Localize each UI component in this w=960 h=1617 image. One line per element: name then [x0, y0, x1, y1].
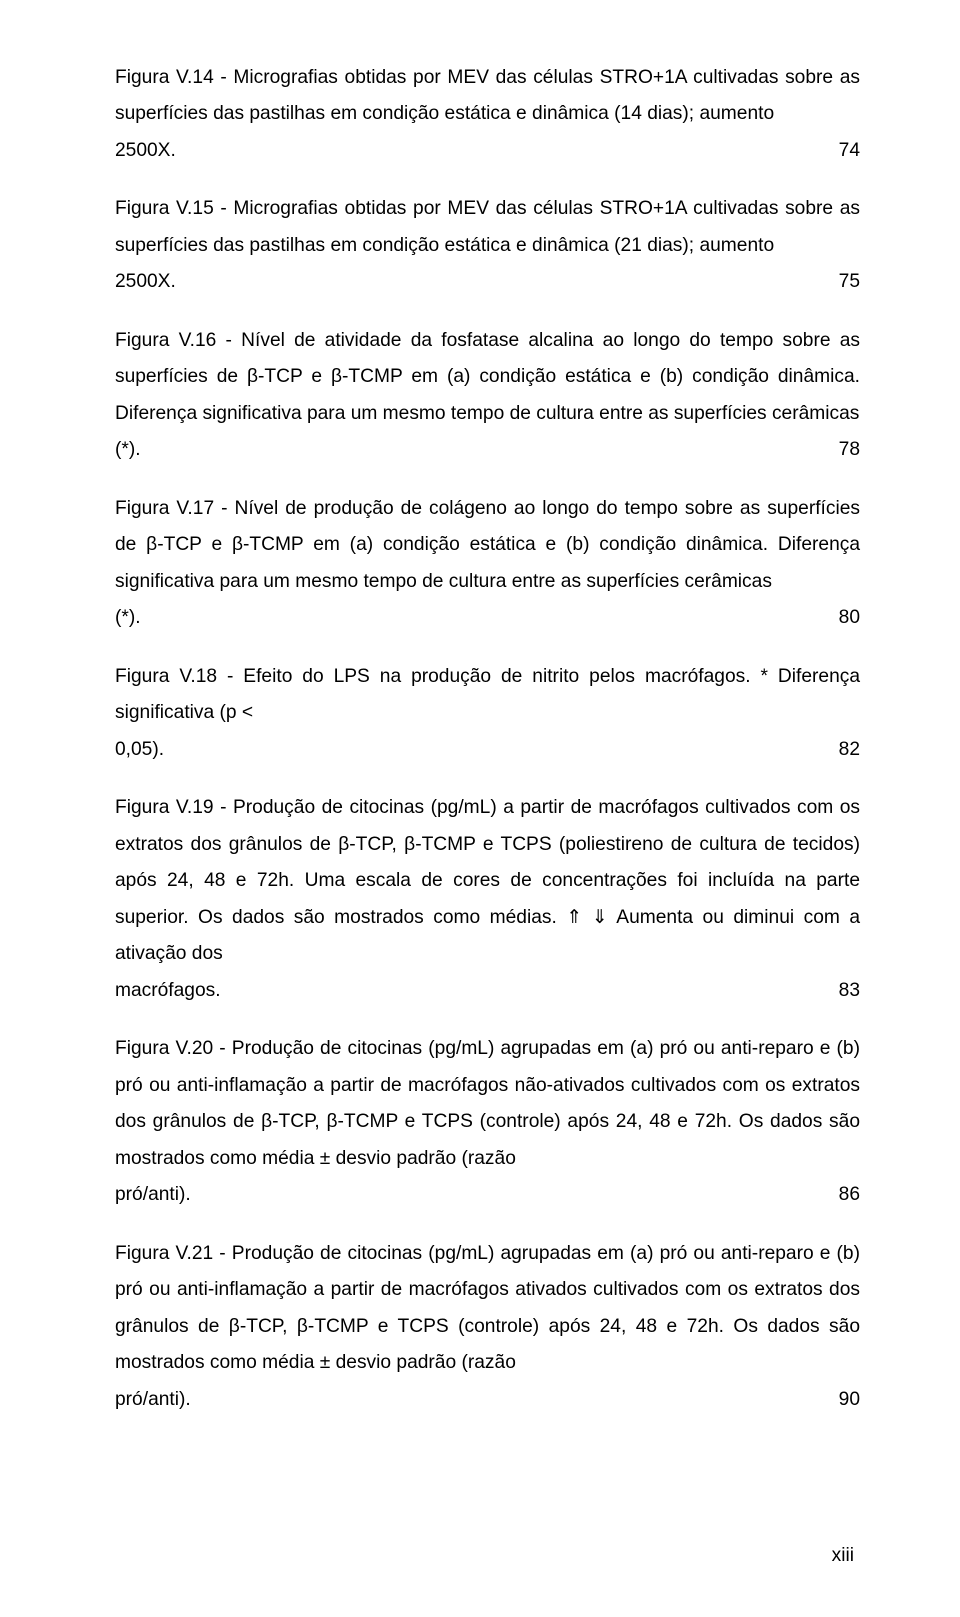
entry-last-line: 2500X. 75	[115, 264, 860, 300]
entry-page-number: 90	[835, 1382, 860, 1418]
entry-body-tail: macrófagos.	[115, 973, 221, 1009]
leader-dots	[193, 1181, 833, 1200]
entry-body: Figura V.14 - Micrografias obtidas por M…	[115, 60, 860, 133]
entry-page-number: 78	[835, 432, 860, 468]
entry-body: Figura V.18 - Efeito do LPS na produção …	[115, 659, 860, 732]
entry-page-number: 74	[835, 133, 860, 169]
leader-dots	[166, 736, 833, 755]
leader-dots	[223, 976, 833, 995]
leader-dots	[178, 137, 833, 156]
page-footer: xiii	[115, 1538, 860, 1574]
leader-dots	[143, 604, 833, 623]
roman-page-number: xiii	[832, 1545, 854, 1566]
entry-last-line: pró/anti). 86	[115, 1177, 860, 1213]
entry-page-number: 80	[835, 600, 860, 636]
entry-page-number: 86	[835, 1177, 860, 1213]
figure-list-entry: Figura V.15 - Micrografias obtidas por M…	[115, 191, 860, 300]
entry-body: Figura V.21 - Produção de citocinas (pg/…	[115, 1236, 860, 1382]
figure-list-entry: Figura V.19 - Produção de citocinas (pg/…	[115, 790, 860, 1009]
figure-list-entry: Figura V.18 - Efeito do LPS na produção …	[115, 659, 860, 768]
entry-body-tail: pró/anti).	[115, 1382, 191, 1418]
entry-body: Figura V.15 - Micrografias obtidas por M…	[115, 191, 860, 264]
entry-body: Figura V.17 - Nível de produção de colág…	[115, 491, 860, 600]
entry-body-tail: (*).	[115, 432, 141, 468]
entry-last-line: 2500X. 74	[115, 133, 860, 169]
figure-list-entry: Figura V.21 - Produção de citocinas (pg/…	[115, 1236, 860, 1418]
entry-page-number: 75	[835, 264, 860, 300]
entry-body: Figura V.16 - Nível de atividade da fosf…	[115, 323, 860, 432]
entry-last-line: 0,05). 82	[115, 732, 860, 768]
entry-page-number: 83	[835, 973, 860, 1009]
entry-last-line: pró/anti). 90	[115, 1382, 860, 1418]
entry-body: Figura V.20 - Produção de citocinas (pg/…	[115, 1031, 860, 1177]
figure-list-entry: Figura V.16 - Nível de atividade da fosf…	[115, 323, 860, 469]
entry-last-line: (*). 78	[115, 432, 860, 468]
entry-page-number: 82	[835, 732, 860, 768]
figure-list-entry: Figura V.20 - Produção de citocinas (pg/…	[115, 1031, 860, 1213]
leader-dots	[178, 268, 833, 287]
leader-dots	[193, 1385, 833, 1404]
entry-last-line: (*). 80	[115, 600, 860, 636]
entry-body-tail: 2500X.	[115, 264, 176, 300]
entry-body: Figura V.19 - Produção de citocinas (pg/…	[115, 790, 860, 972]
entry-body-tail: pró/anti).	[115, 1177, 191, 1213]
entry-body-tail: 2500X.	[115, 133, 176, 169]
entry-last-line: macrófagos. 83	[115, 973, 860, 1009]
entry-body-tail: (*).	[115, 600, 141, 636]
leader-dots	[143, 436, 833, 455]
entry-body-tail: 0,05).	[115, 732, 164, 768]
figure-list-entry: Figura V.17 - Nível de produção de colág…	[115, 491, 860, 637]
figure-list-entry: Figura V.14 - Micrografias obtidas por M…	[115, 60, 860, 169]
